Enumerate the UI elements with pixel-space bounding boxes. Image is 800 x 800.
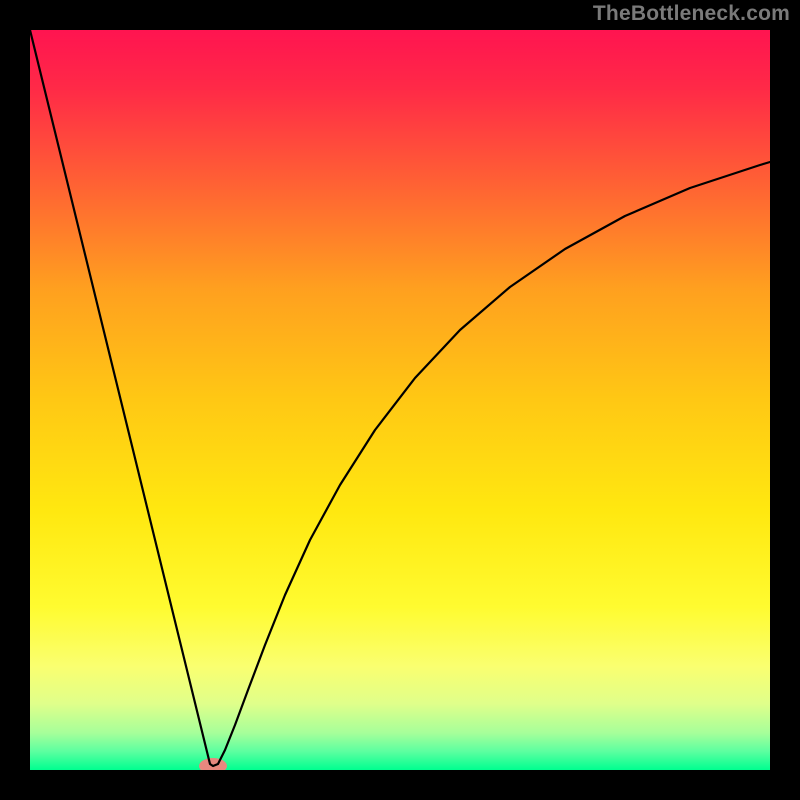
- chart-container: { "watermark": "TheBottleneck.com", "cha…: [0, 0, 800, 800]
- gradient-background: [30, 30, 770, 770]
- watermark-text: TheBottleneck.com: [593, 2, 790, 26]
- gradient-chart: [0, 0, 800, 800]
